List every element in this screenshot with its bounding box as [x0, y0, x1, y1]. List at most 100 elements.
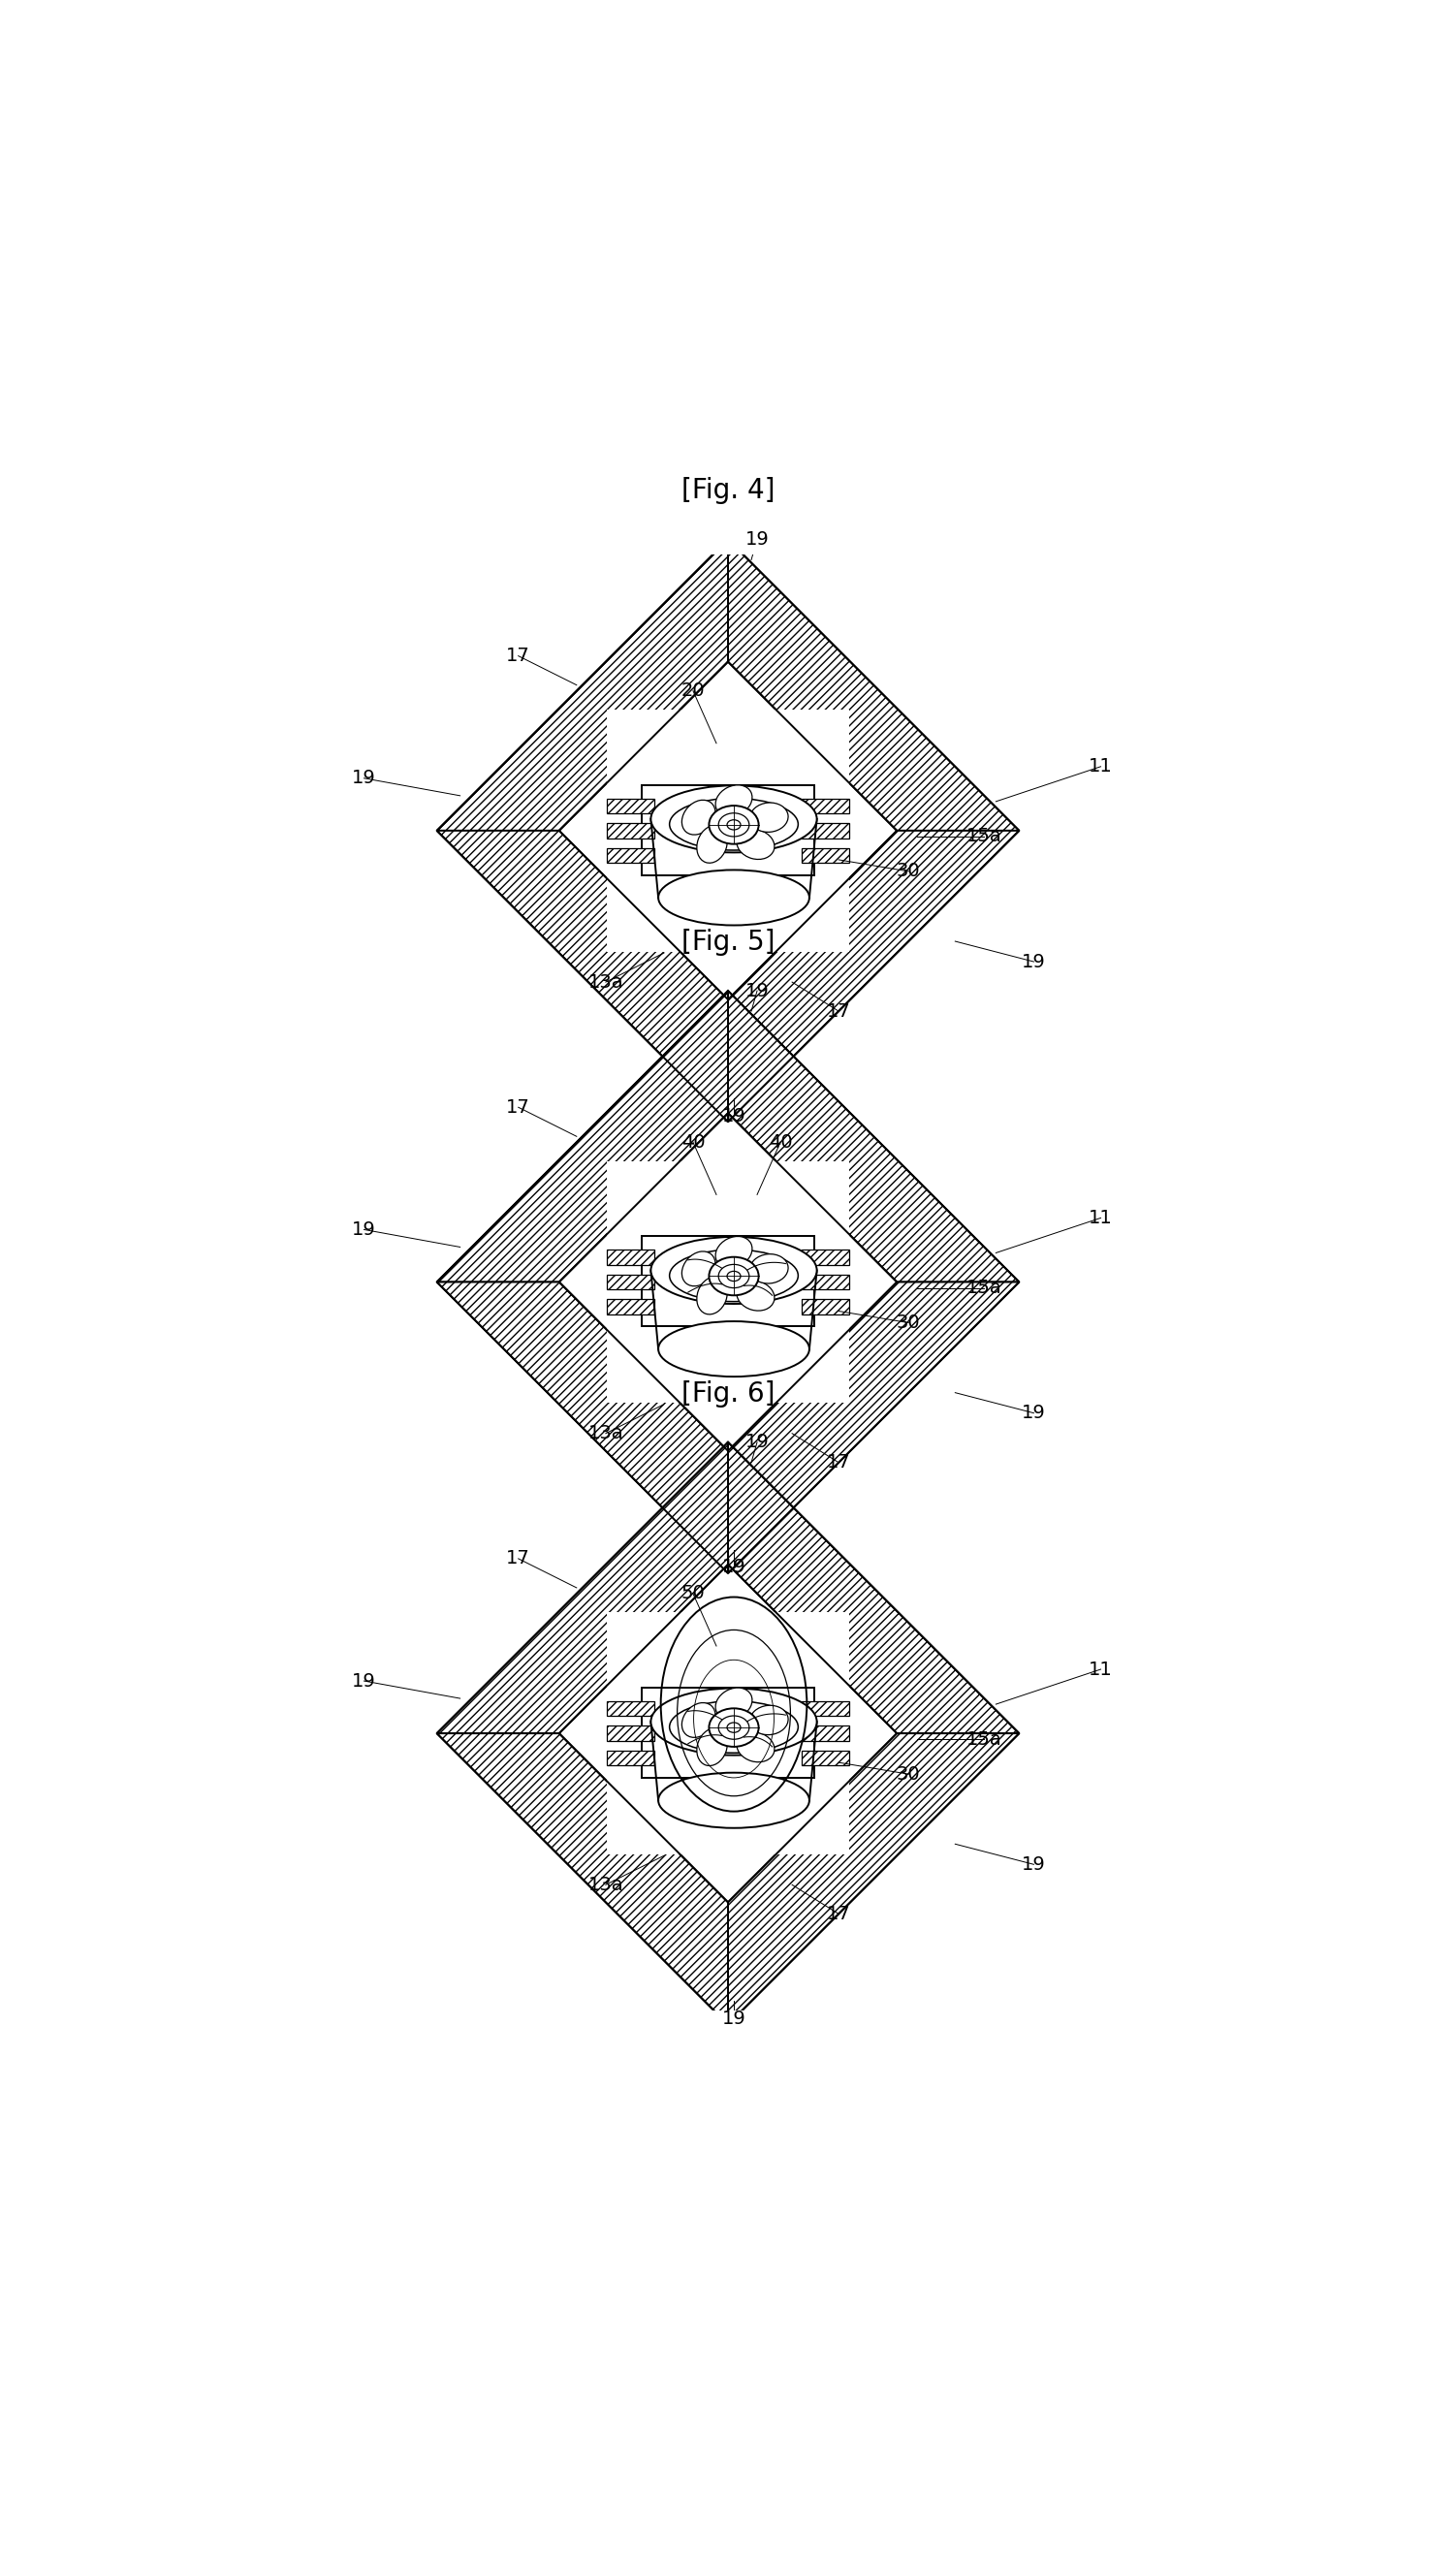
Ellipse shape	[670, 1249, 798, 1303]
Polygon shape	[642, 785, 814, 874]
Polygon shape	[437, 1733, 728, 2026]
Polygon shape	[437, 538, 728, 831]
Ellipse shape	[651, 1687, 817, 1756]
Ellipse shape	[715, 1236, 753, 1267]
Ellipse shape	[681, 1251, 715, 1287]
Text: 30: 30	[897, 862, 920, 879]
Text: 30: 30	[897, 1313, 920, 1331]
Text: 15a: 15a	[967, 1731, 1002, 1749]
Polygon shape	[437, 990, 728, 1282]
Polygon shape	[642, 1236, 814, 1326]
Text: 19: 19	[1022, 1856, 1045, 1874]
Text: 13a: 13a	[588, 1877, 623, 1895]
Polygon shape	[728, 1733, 1019, 2026]
Text: [Fig. 5]: [Fig. 5]	[681, 928, 775, 956]
Ellipse shape	[658, 1320, 810, 1377]
Text: 19: 19	[722, 1559, 745, 1577]
Text: 11: 11	[1089, 1659, 1112, 1679]
Polygon shape	[607, 1764, 697, 1854]
Ellipse shape	[681, 1702, 715, 1738]
Polygon shape	[606, 849, 654, 864]
Polygon shape	[759, 1161, 849, 1251]
Polygon shape	[759, 1764, 849, 1854]
Text: 15a: 15a	[967, 828, 1002, 846]
Text: 19: 19	[352, 1220, 376, 1238]
Polygon shape	[802, 1300, 850, 1315]
Polygon shape	[606, 1726, 654, 1741]
Ellipse shape	[718, 1264, 750, 1287]
Ellipse shape	[727, 820, 741, 831]
Ellipse shape	[697, 826, 728, 864]
Polygon shape	[437, 1282, 728, 1574]
Ellipse shape	[697, 1277, 728, 1315]
Text: 19: 19	[745, 982, 769, 1000]
Polygon shape	[802, 1700, 850, 1715]
Polygon shape	[802, 1249, 850, 1264]
Text: 17: 17	[507, 1549, 530, 1567]
Text: 40: 40	[681, 1133, 705, 1151]
Text: 40: 40	[769, 1133, 792, 1151]
Text: 19: 19	[352, 769, 376, 787]
Text: 17: 17	[507, 646, 530, 664]
Ellipse shape	[727, 1723, 741, 1733]
Polygon shape	[607, 1313, 697, 1403]
Polygon shape	[802, 1726, 850, 1741]
Text: 17: 17	[827, 1454, 850, 1472]
Ellipse shape	[697, 1728, 728, 1767]
Text: 17: 17	[507, 1097, 530, 1115]
Polygon shape	[802, 1274, 850, 1290]
Polygon shape	[606, 1249, 654, 1264]
Ellipse shape	[750, 1705, 788, 1736]
Ellipse shape	[709, 1708, 759, 1746]
Polygon shape	[759, 1613, 849, 1702]
Text: [Fig. 6]: [Fig. 6]	[681, 1379, 775, 1408]
Text: 30: 30	[897, 1764, 920, 1785]
Polygon shape	[607, 710, 697, 800]
Polygon shape	[802, 823, 850, 838]
Ellipse shape	[658, 1772, 810, 1828]
Ellipse shape	[750, 1254, 788, 1285]
Text: 13a: 13a	[588, 972, 623, 992]
Text: 19: 19	[745, 531, 769, 549]
Text: 19: 19	[1022, 951, 1045, 972]
Polygon shape	[728, 1282, 1019, 1574]
Ellipse shape	[737, 1731, 775, 1761]
Text: 17: 17	[827, 1905, 850, 1923]
Polygon shape	[759, 862, 849, 951]
Polygon shape	[607, 1161, 697, 1251]
Polygon shape	[759, 710, 849, 800]
Polygon shape	[607, 1613, 697, 1702]
Ellipse shape	[727, 1272, 741, 1282]
Ellipse shape	[750, 803, 788, 833]
Text: [Fig. 4]: [Fig. 4]	[681, 477, 775, 505]
Polygon shape	[606, 797, 654, 813]
Text: 11: 11	[1089, 756, 1112, 777]
Ellipse shape	[718, 813, 750, 836]
Ellipse shape	[658, 869, 810, 926]
Text: 17: 17	[827, 1003, 850, 1020]
Polygon shape	[437, 1441, 728, 1733]
Polygon shape	[728, 990, 1019, 1282]
Text: 20: 20	[681, 682, 705, 700]
Polygon shape	[802, 1751, 850, 1767]
Ellipse shape	[718, 1715, 750, 1738]
Polygon shape	[728, 831, 1019, 1123]
Ellipse shape	[715, 1687, 753, 1720]
Polygon shape	[606, 823, 654, 838]
Polygon shape	[606, 1700, 654, 1715]
Polygon shape	[759, 1313, 849, 1403]
Text: 15a: 15a	[967, 1279, 1002, 1297]
Text: 19: 19	[722, 1108, 745, 1126]
Ellipse shape	[681, 800, 715, 836]
Polygon shape	[728, 538, 1019, 831]
Polygon shape	[728, 1441, 1019, 1733]
Text: 19: 19	[1022, 1405, 1045, 1423]
Polygon shape	[642, 1687, 814, 1777]
Polygon shape	[606, 1274, 654, 1290]
Ellipse shape	[651, 785, 817, 851]
Ellipse shape	[737, 828, 775, 859]
Polygon shape	[606, 1300, 654, 1315]
Ellipse shape	[715, 785, 753, 815]
Ellipse shape	[651, 1236, 817, 1305]
Ellipse shape	[670, 1700, 798, 1754]
